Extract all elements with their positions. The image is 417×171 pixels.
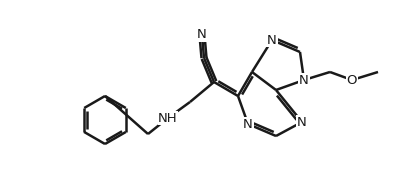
- Text: NH: NH: [158, 111, 178, 124]
- Text: N: N: [299, 74, 309, 87]
- Text: N: N: [267, 34, 277, 47]
- Text: O: O: [347, 74, 357, 87]
- Text: N: N: [243, 117, 253, 130]
- Text: N: N: [197, 29, 207, 42]
- Text: N: N: [297, 115, 307, 128]
